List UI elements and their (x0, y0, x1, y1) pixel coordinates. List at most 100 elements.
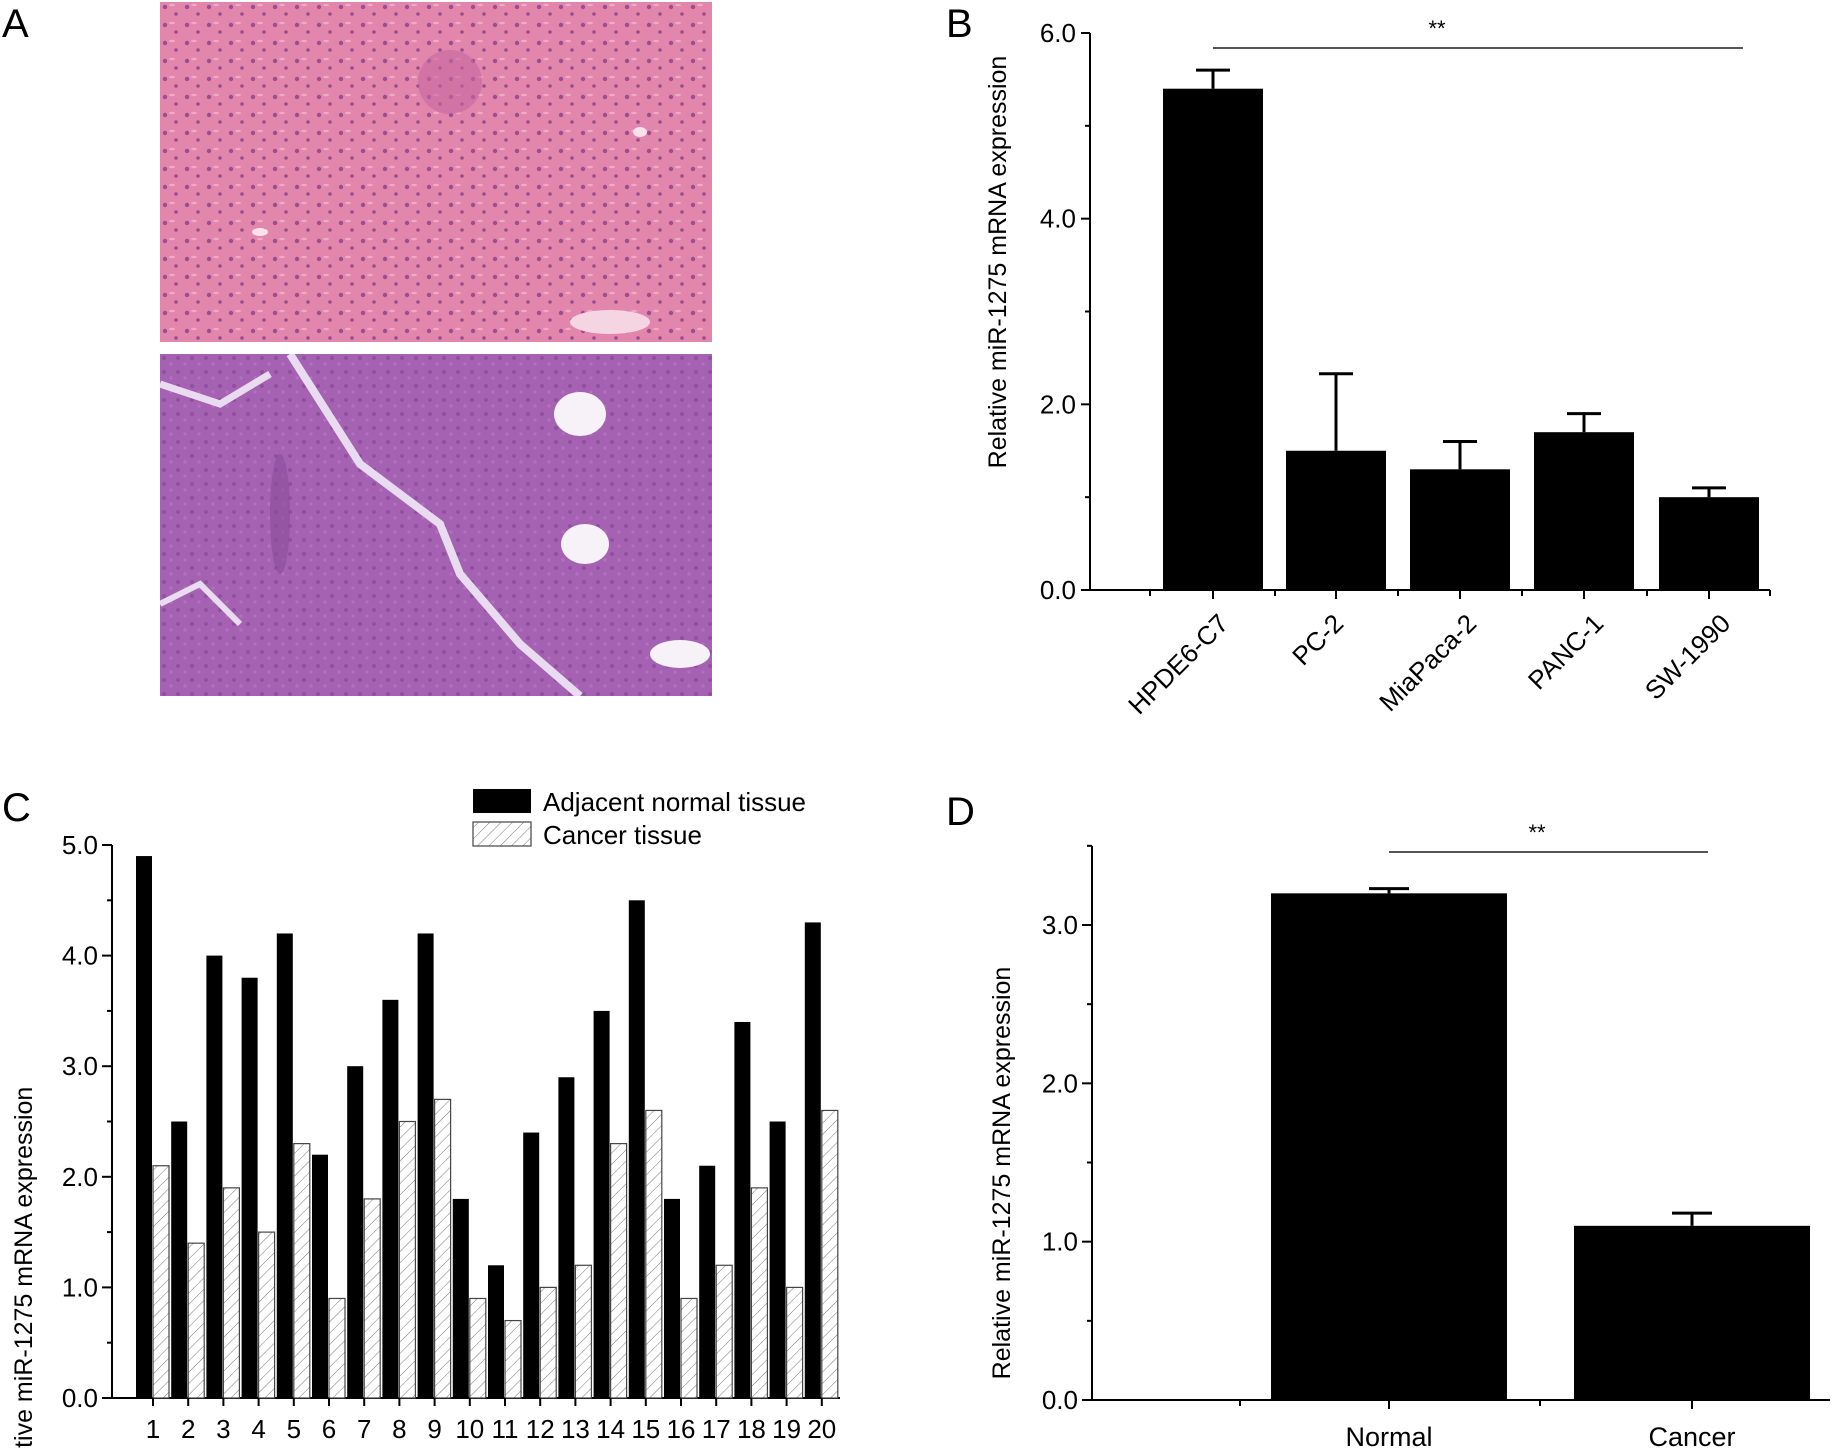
chart-b-xtick-label: HPDE6-C7 (1122, 608, 1234, 720)
chart-c-legend-label-normal: Adjacent normal tissue (543, 787, 806, 817)
chart-c-bar-cancer (504, 1319, 522, 1399)
chart-b-ytick-label: 2.0 (1040, 389, 1076, 419)
chart-c-xtick-label: 9 (427, 1414, 441, 1444)
chart-c-bar-normal (628, 900, 645, 1398)
chart-c-bar-cancer (434, 1098, 452, 1399)
chart-c-bar-normal (488, 1265, 504, 1398)
chart-b-xtick-label: PANC-1 (1522, 608, 1609, 695)
panel-label-a: A (2, 2, 29, 46)
chart-c-ytick-label: 5.0 (62, 830, 98, 860)
chart-c: Relative miR-1275 mRNA expression 0.0 1.0… (10, 787, 840, 1448)
chart-c-bar-normal (523, 1132, 540, 1398)
chart-b: Relative miR-1275 mRNA expression 0.0 2.0… (984, 16, 1771, 720)
chart-c-bar-normal (241, 977, 258, 1398)
chart-c-bar-cancer (469, 1297, 487, 1399)
chart-c-xtick-label: 10 (455, 1414, 484, 1444)
chart-d-bar (1271, 893, 1507, 1400)
chart-c-legend-swatch-cancer (472, 821, 532, 847)
histology-texture-top (160, 2, 712, 342)
chart-d-bar (1574, 1225, 1810, 1400)
chart-c-xtick-label: 11 (492, 1414, 519, 1444)
chart-d-ytick-label: 0.0 (1042, 1385, 1078, 1415)
panel-label-c: C (2, 786, 31, 830)
chart-c-ytick-label: 2.0 (62, 1162, 98, 1192)
histology-texture-bottom (160, 354, 712, 696)
panel-label-d: D (946, 790, 975, 834)
chart-c-xtick-label: 14 (596, 1414, 625, 1444)
chart-c-xtick-label: 3 (216, 1414, 230, 1444)
histology-image-top (160, 2, 712, 342)
chart-b-bar (1410, 469, 1510, 590)
chart-c-xtick-label: 13 (561, 1414, 590, 1444)
chart-b-bar (1163, 88, 1263, 590)
chart-c-bar-normal (558, 1077, 575, 1398)
chart-c-ytick-label: 1.0 (62, 1272, 98, 1302)
chart-c-bar-cancer (258, 1231, 276, 1399)
chart-c-bar-normal (734, 1021, 751, 1398)
chart-c-ytick-label: 3.0 (62, 1051, 98, 1081)
chart-c-xtick-label: 18 (737, 1414, 766, 1444)
chart-d-ytick-label: 3.0 (1042, 910, 1078, 940)
chart-d-ylabel: Relative miR-1275 mRNA expression (988, 967, 1016, 1380)
chart-c-bar-cancer (750, 1187, 769, 1399)
chart-c-bar-cancer (609, 1143, 628, 1399)
chart-c-bar-cancer (187, 1242, 205, 1399)
chart-c-xtick-label: 17 (702, 1414, 731, 1444)
chart-c-xtick-label: 4 (251, 1414, 265, 1444)
chart-c-bar-cancer (574, 1264, 593, 1399)
chart-d-significance-label: ** (1528, 820, 1546, 845)
chart-c-xtick-label: 8 (392, 1414, 406, 1444)
chart-c-bar-normal (804, 922, 821, 1398)
chart-b-ytick-label: 4.0 (1040, 204, 1076, 234)
chart-c-xtick-label: 16 (667, 1414, 696, 1444)
chart-c-bar-cancer (680, 1297, 698, 1399)
chart-b-bar (1286, 450, 1386, 590)
chart-c-bar-cancer (539, 1286, 557, 1399)
chart-c-bar-cancer (821, 1109, 839, 1399)
chart-c-bar-normal (417, 933, 434, 1398)
chart-c-bar-normal (382, 999, 399, 1398)
chart-d-ytick-label: 2.0 (1042, 1068, 1078, 1098)
chart-c-xtick-label: 1 (146, 1414, 160, 1444)
chart-c-xtick-label: 20 (807, 1414, 836, 1444)
chart-c-ytick-label: 0.0 (62, 1383, 98, 1413)
chart-b-bar (1659, 497, 1759, 590)
chart-c-bar-normal (276, 933, 293, 1398)
chart-c-bar-cancer (645, 1109, 663, 1399)
chart-c-bar-cancer (715, 1264, 733, 1399)
chart-c-bar-cancer (363, 1198, 381, 1399)
chart-c-legend-label-cancer: Cancer tissue (543, 820, 702, 850)
chart-c-ytick-label: 4.0 (62, 941, 98, 971)
chart-c-bar-normal (206, 955, 223, 1398)
chart-b-ytick-label: 6.0 (1040, 18, 1076, 48)
chart-b-significance-label: ** (1428, 16, 1446, 41)
chart-c-bar-normal (699, 1165, 716, 1398)
chart-c-bar-normal (452, 1198, 469, 1398)
chart-c-legend-swatch-normal (473, 789, 531, 813)
chart-c-xtick-label: 5 (287, 1414, 301, 1444)
chart-c-xtick-label: 15 (631, 1414, 660, 1444)
chart-c-bar-cancer (152, 1165, 170, 1399)
chart-c-ylabel: Relative miR-1275 mRNA expression (10, 1087, 38, 1448)
chart-c-xtick-label: 2 (181, 1414, 195, 1444)
chart-d-xtick-label: Cancer (1648, 1422, 1735, 1448)
chart-b-xtick-label: MiaPaca-2 (1373, 608, 1482, 717)
chart-c-bar-normal (136, 856, 152, 1398)
chart-b-xtick-label: SW-1990 (1639, 608, 1737, 706)
chart-c-xtick-label: 19 (772, 1414, 801, 1444)
histology-image-bottom (160, 354, 712, 696)
chart-c-bar-cancer (785, 1286, 804, 1399)
chart-c-bar-cancer (398, 1120, 416, 1399)
chart-d-ytick-label: 1.0 (1042, 1227, 1078, 1257)
chart-c-bar-normal (312, 1154, 328, 1398)
chart-c-xtick-label: 6 (322, 1414, 336, 1444)
chart-c-bar-normal (769, 1121, 786, 1398)
chart-b-xtick-label: PC-2 (1286, 608, 1349, 671)
chart-c-bar-normal (664, 1198, 680, 1398)
chart-c-bar-normal (347, 1066, 364, 1398)
chart-c-xtick-label: 12 (526, 1414, 555, 1444)
chart-d-xtick-label: Normal (1345, 1422, 1432, 1448)
chart-b-ylabel: Relative miR-1275 mRNA expression (984, 56, 1012, 469)
chart-d: Relative miR-1275 mRNA expression 0.0 1.0… (988, 820, 1830, 1448)
chart-c-bar-cancer (293, 1143, 311, 1399)
